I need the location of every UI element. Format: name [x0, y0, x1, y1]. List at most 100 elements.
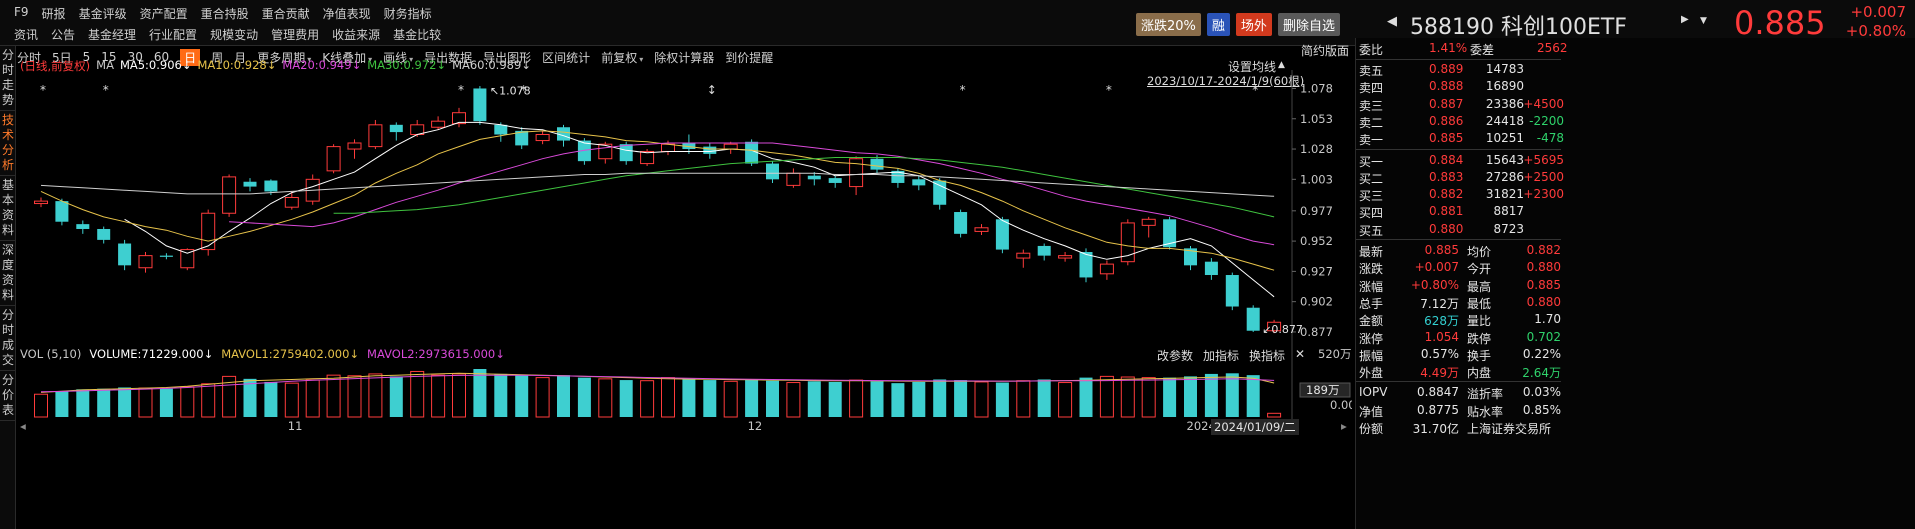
y-tick-label: 0.927	[1300, 264, 1333, 278]
next-security-icon[interactable]: ▶	[1681, 14, 1689, 25]
volume-bar	[1141, 377, 1156, 418]
menu-item[interactable]: 基金评级	[78, 7, 127, 21]
candle	[745, 139, 759, 166]
candle	[389, 122, 403, 141]
set-ma-button[interactable]: 设置均线	[1228, 60, 1277, 74]
menu-item[interactable]: 财务指标	[383, 7, 432, 21]
volume-bar	[180, 386, 195, 418]
simple-layout-button[interactable]: 简约版面	[1301, 44, 1350, 58]
vtab-5[interactable]: 分价表	[0, 371, 16, 421]
toolbar-item[interactable]: 分时	[17, 50, 42, 65]
toolbar-item[interactable]: 画线 ▾	[383, 50, 414, 65]
weicha-value: 2562	[1537, 41, 1568, 55]
ma5-line	[124, 121, 1275, 298]
toolbar-item[interactable]: 除权计算器	[654, 50, 715, 65]
menu-item[interactable]: 重合持股	[200, 7, 249, 21]
toolbar-item[interactable]: 60	[153, 50, 170, 64]
toolbar-item[interactable]: 前复权 ▾	[601, 50, 644, 65]
candle-body	[1267, 321, 1282, 332]
collapse-icon[interactable]: ▲	[1278, 60, 1285, 70]
stat-label: 均价	[1467, 245, 1492, 259]
volume-tool-button[interactable]: 改参数	[1157, 349, 1194, 363]
toolbar-item[interactable]: 5	[82, 50, 91, 64]
stat-value: 0.882	[1526, 243, 1561, 257]
menu-item[interactable]: F9	[14, 5, 29, 19]
menu-item[interactable]: 重合贡献	[261, 7, 310, 21]
menu-item[interactable]: 规模变动	[210, 28, 259, 42]
volume-bar	[557, 375, 570, 417]
toolbar-item[interactable]: 更多周期 ▾	[257, 50, 312, 65]
x-current-date: 2024/01/09/二	[1211, 419, 1299, 435]
volume-tool-button[interactable]: 换指标	[1249, 349, 1286, 363]
toolbar-item[interactable]: 月	[234, 50, 247, 65]
vtab-2[interactable]: 基本资料	[0, 176, 16, 241]
toolbar-item[interactable]: 5日	[52, 50, 72, 65]
stat-value: 0.8775	[1417, 402, 1459, 417]
vtab-1[interactable]: 技术分析	[0, 111, 16, 176]
order-book-row: 买一 0.884 15643 +5695	[1356, 152, 1564, 169]
menu-item[interactable]: 基金经理	[88, 28, 137, 42]
level-price: 0.886	[1429, 113, 1464, 128]
menu-item[interactable]: 净值表现	[322, 7, 371, 21]
candlestick-chart[interactable]: 1.078 1.053 1.028 1.003 0.977 0.952 0.927 0.902…	[17, 70, 1352, 345]
volume-tool-button[interactable]: 加指标	[1203, 349, 1240, 363]
menu-item[interactable]: 资产配置	[139, 7, 188, 21]
toolbar-item[interactable]: 日	[180, 48, 201, 66]
volume-bar	[1246, 375, 1260, 417]
stat-value: 31.70亿	[1412, 422, 1459, 436]
candle	[1120, 219, 1135, 266]
volume-bar	[431, 374, 446, 418]
toolbar-item[interactable]: 导出数据	[424, 50, 473, 65]
candle-body	[995, 219, 1009, 250]
mavol2-line	[40, 374, 1275, 393]
toolbar-item[interactable]: 15	[101, 50, 117, 64]
toolbar-item[interactable]: 30	[127, 50, 143, 64]
candle-body	[180, 249, 195, 269]
toolbar-item[interactable]: 导出图形	[483, 50, 532, 65]
ma-legend: (日线,前复权) MA MA5:0.906↓ MA10:0.928↓ MA20:…	[20, 58, 537, 74]
vtab-4[interactable]: 分时成交	[0, 306, 16, 371]
candle-body	[577, 140, 591, 162]
dropdown-icon[interactable]: ▼	[1700, 16, 1707, 26]
toolbar-item[interactable]: K线叠加 ▾	[322, 50, 373, 65]
menu-item[interactable]: 公告	[51, 28, 76, 42]
scroll-right-icon[interactable]: ▸	[1341, 419, 1347, 433]
date-range-label[interactable]: 2023/10/17-2024/1/9(60根)	[1147, 74, 1305, 88]
menu-item[interactable]: 行业配置	[149, 28, 198, 42]
order-book-row: 买四 0.881 8817	[1356, 203, 1561, 220]
scroll-left-icon[interactable]: ◂	[20, 419, 26, 433]
volume-bar	[1037, 379, 1051, 417]
limit-20-badge[interactable]: 涨跌20%	[1136, 13, 1201, 36]
menu-item[interactable]: 收益来源	[332, 28, 381, 42]
level-volume: 27286	[1485, 169, 1524, 184]
menu-item[interactable]: 管理费用	[271, 28, 320, 42]
candle-body	[786, 172, 801, 186]
candle-body	[1163, 219, 1177, 248]
candle	[326, 144, 341, 174]
stat-row: 涨停 1.054 跌停 0.702	[1356, 329, 1561, 346]
volume-bar	[891, 383, 905, 417]
candle	[1246, 305, 1260, 332]
event-marker: *	[521, 83, 527, 97]
order-book-row: 卖二 0.886 24418 -2200	[1356, 113, 1564, 130]
toolbar-item[interactable]: 区间统计	[542, 50, 591, 65]
close-icon[interactable]: ✕	[1295, 347, 1306, 361]
vtab-3[interactable]: 深度资料	[0, 241, 16, 306]
candle-body	[619, 144, 633, 162]
otc-badge[interactable]: 场外	[1235, 13, 1272, 36]
volume-bar	[159, 388, 173, 417]
toolbar-item[interactable]: 周	[211, 50, 224, 65]
candle	[347, 139, 362, 159]
vtab-0[interactable]: 分时走势	[0, 46, 16, 111]
menu-item[interactable]: 基金比较	[393, 28, 442, 42]
margin-badge[interactable]: 融	[1206, 13, 1230, 36]
candle-body	[1184, 248, 1197, 266]
vol-label: VOL (5,10)	[20, 347, 82, 361]
prev-security-icon[interactable]: ◀	[1387, 14, 1397, 29]
remove-watchlist-button[interactable]: 删除自选	[1277, 13, 1340, 36]
menu-item[interactable]: 资讯	[14, 28, 39, 42]
menu-item[interactable]: 研报	[41, 7, 66, 21]
candle-body	[870, 158, 884, 170]
toolbar-item[interactable]: 到价提醒	[725, 50, 774, 65]
